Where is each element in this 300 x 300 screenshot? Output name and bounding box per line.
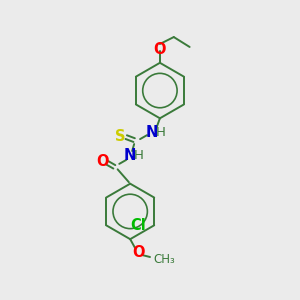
Text: O: O <box>154 42 166 57</box>
Text: Cl: Cl <box>130 218 146 233</box>
Text: O: O <box>132 244 144 260</box>
Text: N: N <box>124 148 136 164</box>
Text: H: H <box>156 126 166 139</box>
Text: O: O <box>96 154 109 169</box>
Text: S: S <box>115 129 125 144</box>
Text: H: H <box>134 149 144 162</box>
Text: N: N <box>146 125 158 140</box>
Text: CH₃: CH₃ <box>153 254 175 266</box>
